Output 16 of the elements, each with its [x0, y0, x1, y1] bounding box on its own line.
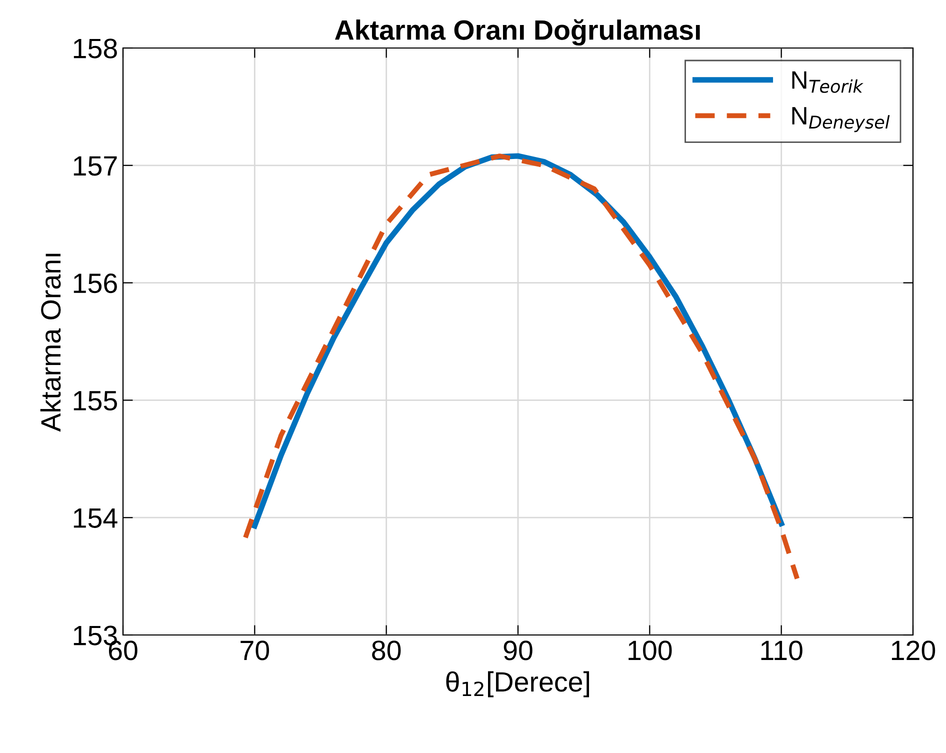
x-tick-label: 70 [240, 640, 270, 660]
legend-label: N$_{Deneysel}$ [792, 107, 890, 132]
y-tick-label: 157 [74, 156, 117, 176]
y-tick-label: 158 [74, 38, 117, 58]
y-tick-label: 155 [74, 391, 117, 411]
x-tick-label: 120 [892, 640, 936, 660]
legend-label: N$_{Teorik}$ [792, 71, 864, 93]
y-axis-title: Aktarma Oranı [40, 254, 61, 432]
y-tick-label: 154 [74, 508, 118, 528]
x-tick-label: 80 [372, 640, 401, 660]
x-axis-title: θ$_{12}$[Derece] [446, 671, 590, 698]
x-tick-label: 110 [761, 640, 802, 660]
y-tick-label: 156 [74, 273, 117, 294]
x-tick-label: 100 [628, 640, 672, 660]
x-tick-label: 90 [504, 640, 532, 660]
chart-title: Aktarma Oranı Doğrulaması [334, 19, 700, 46]
